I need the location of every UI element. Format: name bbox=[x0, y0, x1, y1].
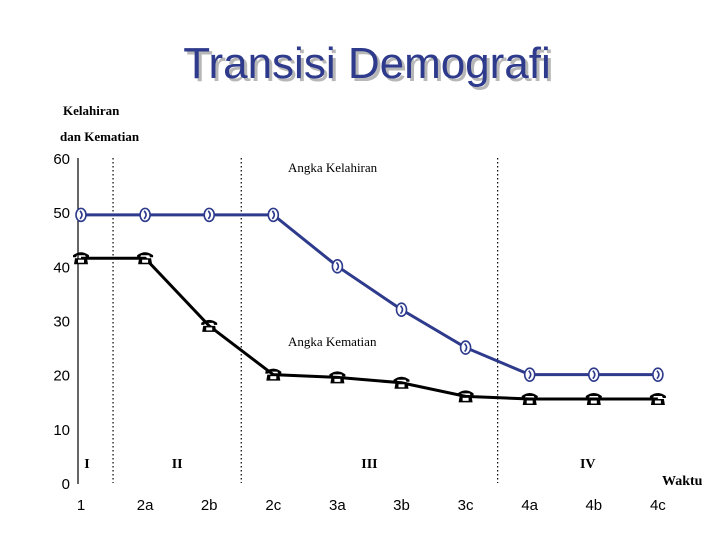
y-tick-label: 50 bbox=[53, 205, 70, 222]
birth-rate-line bbox=[81, 213, 658, 377]
chart-title: Transisi Demografi bbox=[183, 39, 551, 88]
death-rate-point bbox=[73, 252, 89, 265]
y-axis-label-line1: Kelahiran bbox=[63, 103, 120, 118]
birth-rate-point bbox=[139, 207, 151, 223]
x-axis-label: Waktu bbox=[662, 474, 703, 489]
birth-rate-point bbox=[652, 367, 664, 382]
birth-rate-point bbox=[267, 207, 280, 223]
series-layer bbox=[73, 207, 666, 406]
phase-labels: I II III IV bbox=[84, 457, 595, 472]
y-tick-label: 10 bbox=[53, 422, 70, 439]
death-rate-point bbox=[137, 252, 154, 265]
chart-title-shadow: Transisi Demografi bbox=[186, 42, 554, 91]
x-tick-label: 2c bbox=[265, 497, 281, 514]
phase-label: II bbox=[172, 457, 183, 472]
birth-rate-point bbox=[331, 259, 344, 274]
death-rate-point bbox=[329, 371, 346, 384]
y-axis-label-line2: dan Kematian bbox=[60, 129, 140, 144]
x-tick-label: 4b bbox=[585, 497, 602, 514]
x-tick-label: 3b bbox=[393, 497, 410, 514]
x-tick-label: 2a bbox=[137, 497, 154, 514]
series-label-death: Angka Kematian bbox=[288, 334, 377, 349]
y-tick-label: 60 bbox=[53, 151, 70, 168]
x-ticks: 1 2a 2b 2c 3a 3b 3c 4a 4b 4c bbox=[77, 497, 666, 514]
death-rate-point bbox=[521, 393, 538, 406]
death-rate-line bbox=[81, 256, 658, 401]
x-tick-label: 4a bbox=[521, 497, 538, 514]
death-rate-point bbox=[585, 393, 602, 406]
birth-rate-point bbox=[75, 207, 87, 223]
birth-rate-point bbox=[523, 367, 536, 382]
death-rate-point bbox=[457, 390, 474, 403]
phase-label: I bbox=[84, 457, 89, 472]
y-tick-label: 30 bbox=[53, 314, 70, 331]
y-tick-label: 40 bbox=[53, 259, 70, 276]
series-label-birth: Angka Kelahiran bbox=[288, 160, 378, 175]
phase-label: IV bbox=[580, 457, 596, 472]
birth-rate-point bbox=[459, 340, 472, 355]
y-tick-label: 0 bbox=[62, 476, 70, 493]
birth-rate-point bbox=[203, 207, 215, 223]
y-ticks: 0 10 20 30 40 50 60 bbox=[53, 151, 70, 493]
phase-label: III bbox=[361, 457, 377, 472]
x-tick-label: 1 bbox=[77, 497, 85, 514]
death-rate-point bbox=[265, 368, 282, 381]
x-tick-label: 3a bbox=[329, 497, 346, 514]
birth-rate-point bbox=[395, 302, 408, 317]
death-rate-point bbox=[201, 319, 218, 332]
death-rate-point bbox=[649, 393, 666, 406]
x-tick-label: 4c bbox=[650, 497, 666, 514]
phase-dividers bbox=[112, 158, 499, 483]
x-tick-label: 2b bbox=[201, 497, 218, 514]
birth-rate-point bbox=[587, 367, 600, 382]
x-tick-label: 3c bbox=[458, 497, 474, 514]
y-tick-label: 20 bbox=[53, 368, 70, 385]
death-rate-point bbox=[393, 376, 410, 389]
